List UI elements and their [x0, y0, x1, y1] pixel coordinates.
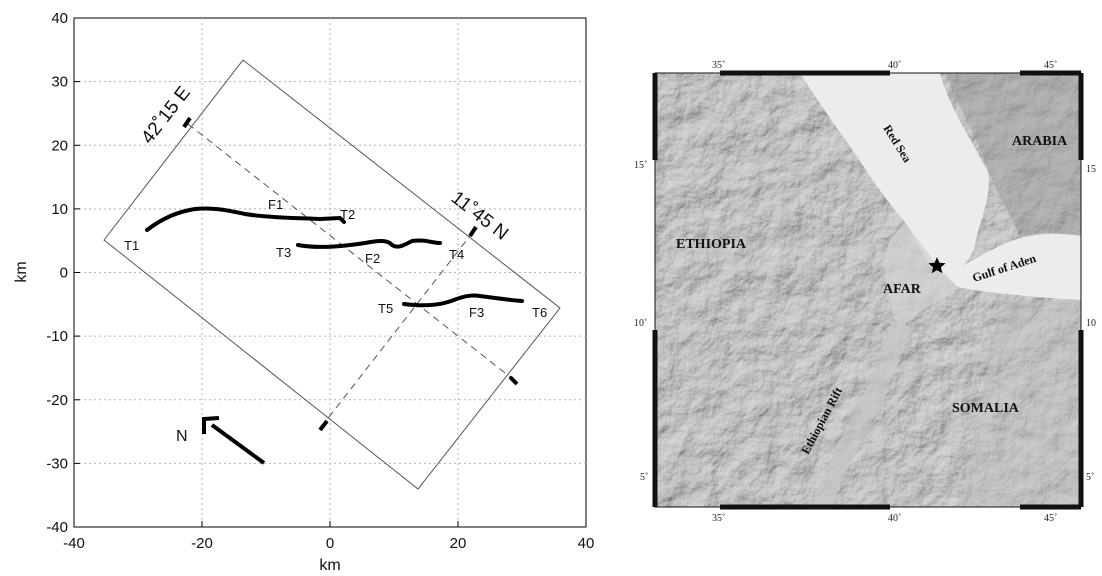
x-tick-label: -20 [191, 535, 213, 552]
lon-tick-label: 45˚ [1044, 513, 1057, 524]
x-tick-label: 20 [450, 535, 467, 552]
longitude-line [321, 231, 474, 427]
y-tick-label: -40 [46, 519, 68, 536]
y-tick-label: 30 [51, 74, 68, 91]
lat-tick-label: 15˚ [634, 160, 647, 171]
lon-tick-label: 45˚ [1044, 60, 1057, 71]
lon-tick-label: 35˚ [712, 60, 725, 71]
y-tick-label: 40 [51, 10, 68, 27]
map-border-scale [652, 70, 1084, 510]
tip-label: T5 [378, 301, 393, 316]
afar-depression [884, 222, 958, 330]
regional-relief-map: 35˚ 40˚ 45˚ 35˚ 40˚ 45˚ 15˚ 10˚ 5˚ 15 10… [634, 60, 1096, 524]
line-end-ticks [182, 116, 519, 432]
tip-label: T1 [124, 238, 139, 253]
place-arabia: ARABIA [1012, 134, 1068, 149]
lon-tick-label: 35˚ [712, 513, 725, 524]
study-area-outline [103, 59, 561, 490]
fault-f2 [296, 238, 442, 249]
survey-area-plot: -40 -20 0 20 40 40 30 20 10 0 -10 -20 -3… [13, 10, 594, 574]
place-afar: AFAR [883, 282, 922, 297]
fault-label: F1 [268, 197, 283, 212]
gulf-of-aden-water [945, 234, 1081, 300]
grid-lines [74, 18, 586, 527]
tip-label: T4 [449, 247, 464, 262]
rift-valley [812, 320, 912, 507]
north-label: N [176, 428, 188, 445]
lat-tick-label: 5˚ [640, 472, 648, 483]
y-tick-label: -20 [46, 392, 68, 409]
fault-label: F2 [365, 251, 380, 266]
y-tick-label: -30 [46, 455, 68, 472]
arabia-land [945, 73, 1081, 236]
y-axis-label: km [13, 261, 30, 282]
red-sea-water [800, 73, 989, 276]
x-tick-labels: -40 -20 0 20 40 [63, 535, 594, 552]
place-ethiopia: ETHIOPIA [676, 237, 747, 252]
lat-tick-label: 10˚ [634, 318, 647, 329]
x-tick-label: 40 [578, 535, 595, 552]
lat-tick-label: 15 [1086, 164, 1096, 175]
lon-tick-label: 40˚ [888, 60, 901, 71]
lat-tick-label: 10 [1086, 318, 1096, 329]
somalia-lowlands [960, 300, 1081, 507]
y-tick-label: 0 [60, 265, 68, 282]
y-tick-label: -10 [46, 328, 68, 345]
x-axis-label: km [319, 557, 340, 574]
north-arrow-icon [202, 416, 266, 465]
tip-label: T6 [532, 305, 547, 320]
tick-marks [73, 17, 587, 528]
fault-f3 [402, 293, 524, 308]
map-relief [655, 73, 1081, 507]
place-somalia: SOMALIA [952, 401, 1020, 416]
x-tick-label: -40 [63, 535, 85, 552]
fault-label: F3 [469, 305, 484, 320]
y-tick-labels: 40 30 20 10 0 -10 -20 -30 -40 [46, 10, 68, 536]
y-tick-label: 10 [51, 201, 68, 218]
tip-label: T3 [276, 245, 291, 260]
y-tick-label: 20 [51, 137, 68, 154]
faults [145, 206, 524, 308]
epicenter-star-icon [928, 257, 946, 274]
lon-tick-label: 40˚ [888, 513, 901, 524]
latitude-line [187, 123, 515, 381]
fault-f1 [145, 206, 346, 232]
tip-label: T2 [340, 207, 355, 222]
x-tick-label: 0 [326, 535, 334, 552]
lat-tick-label: 5˚ [1086, 472, 1094, 483]
